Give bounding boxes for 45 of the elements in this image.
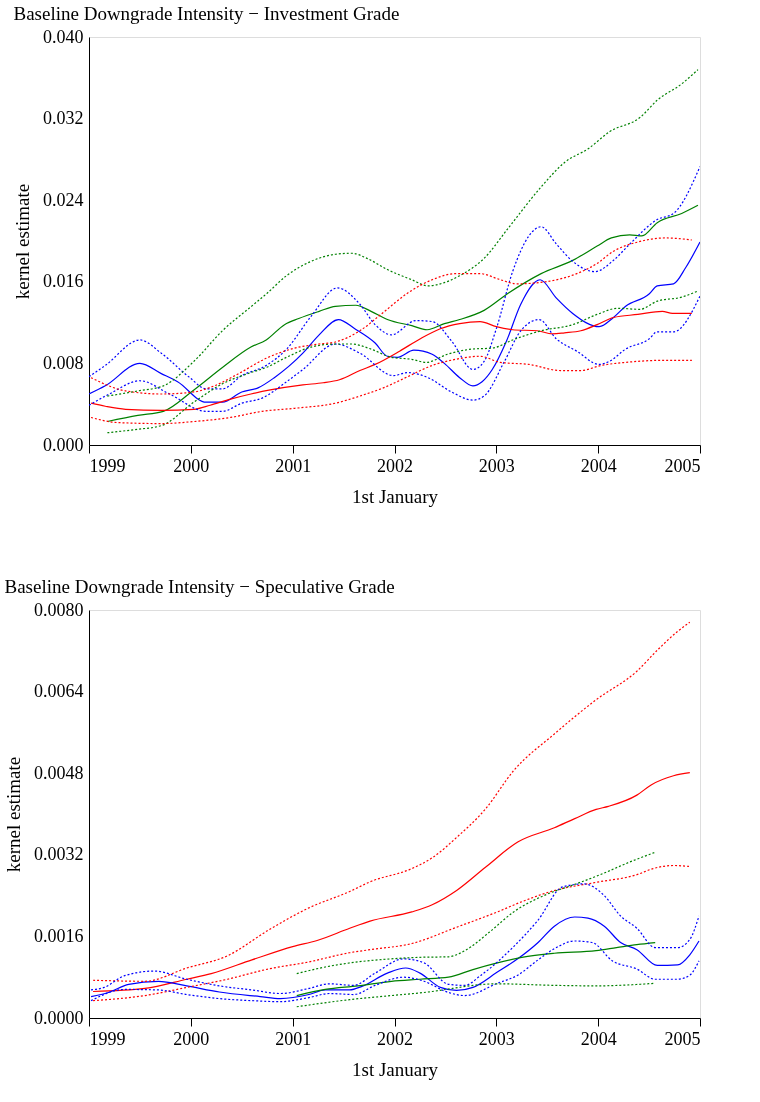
y-axis-title: kernel estimate [12,183,33,300]
x-tick-label: 2000 [173,1028,210,1049]
line-series [296,851,656,975]
y-tick-label: 0.0048 [34,762,84,783]
x-tick-label: 1999 [89,1028,126,1049]
line-series [106,204,699,423]
y-tick-label: 0.000 [43,434,84,455]
y-tick-label: 0.016 [43,271,84,292]
y-tick-label: 0.008 [43,352,84,373]
line-series [106,69,699,397]
x-axis-title: 1st January [351,485,439,507]
x-tick-label: 2001 [275,455,312,476]
x-tick-label: 2001 [275,1028,312,1049]
x-axis-title: 1st January [351,1058,439,1080]
line-series [90,355,693,425]
line-series [296,941,656,997]
x-tick-label: 2005 [664,455,701,476]
line-series [92,772,691,993]
line-series [296,982,656,1008]
line-series [90,916,700,1000]
chart-title: Baseline Downgrade Intensity − Speculative Grade [4,576,395,597]
y-tick-label: 0.024 [43,189,84,210]
chart-title: Baseline Downgrade Intensity − Investment Grade [13,3,400,24]
x-tick-label: 1999 [89,455,126,476]
x-tick-label: 2004 [580,455,617,476]
y-tick-label: 0.0080 [34,599,84,620]
x-tick-label: 2002 [377,1028,413,1049]
y-tick-label: 0.0016 [34,925,84,946]
x-tick-label: 2003 [478,1028,515,1049]
line-series [106,290,699,434]
y-tick-label: 0.032 [43,108,84,129]
y-tick-label: 0.0064 [34,681,84,702]
x-tick-label: 2003 [478,455,515,476]
line-series [89,165,700,390]
x-tick-label: 2000 [173,455,210,476]
y-tick-label: 0.0032 [34,844,84,865]
y-tick-label: 0.0000 [34,1007,84,1028]
y-tick-label: 0.040 [43,26,84,47]
y-axis-title: kernel estimate [3,756,24,873]
line-series [92,621,691,982]
x-tick-label: 2005 [664,1028,701,1049]
line-series [90,883,700,995]
x-tick-label: 2002 [377,455,413,476]
line-series [92,864,691,1002]
x-tick-label: 2004 [580,1028,617,1049]
